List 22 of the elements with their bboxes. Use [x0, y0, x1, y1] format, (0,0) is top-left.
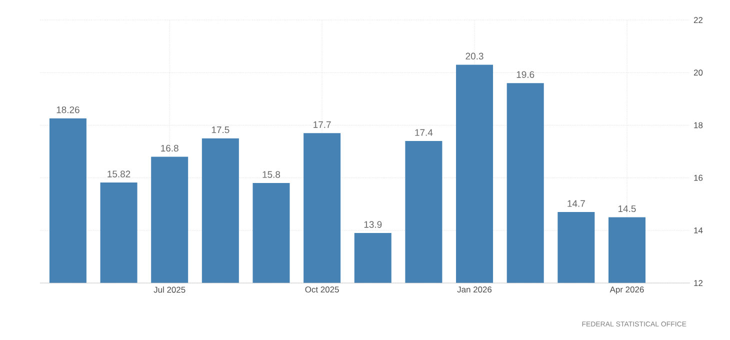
y-tick-label: 18 [694, 122, 703, 128]
y-tick-label: 14 [694, 227, 703, 234]
x-tick-label: Jul 2025 [154, 286, 186, 293]
data-label: 17.5 [212, 126, 230, 134]
y-tick-label: 20 [694, 70, 703, 76]
y-tick-label: 16 [694, 174, 703, 181]
data-label: 16.8 [161, 144, 178, 152]
data-label: 17.7 [314, 121, 331, 128]
data-label: 15.8 [262, 171, 280, 178]
data-label: 17.4 [415, 129, 433, 136]
data-label: 13.9 [364, 221, 382, 228]
data-label: 20.3 [466, 52, 484, 60]
data-label: 19.6 [516, 71, 534, 78]
y-tick-label: 12 [694, 280, 703, 286]
data-label: 15.82 [108, 170, 130, 178]
data-label: 14.7 [568, 200, 585, 207]
data-label: 14.5 [618, 205, 636, 212]
x-tick-label: Apr 2026 [610, 286, 644, 294]
x-tick-label: Jan 2026 [457, 286, 492, 293]
data-label: 18.26 [56, 106, 80, 114]
x-tick-label: Oct 2025 [305, 286, 339, 293]
y-tick-label: 22 [694, 17, 703, 23]
